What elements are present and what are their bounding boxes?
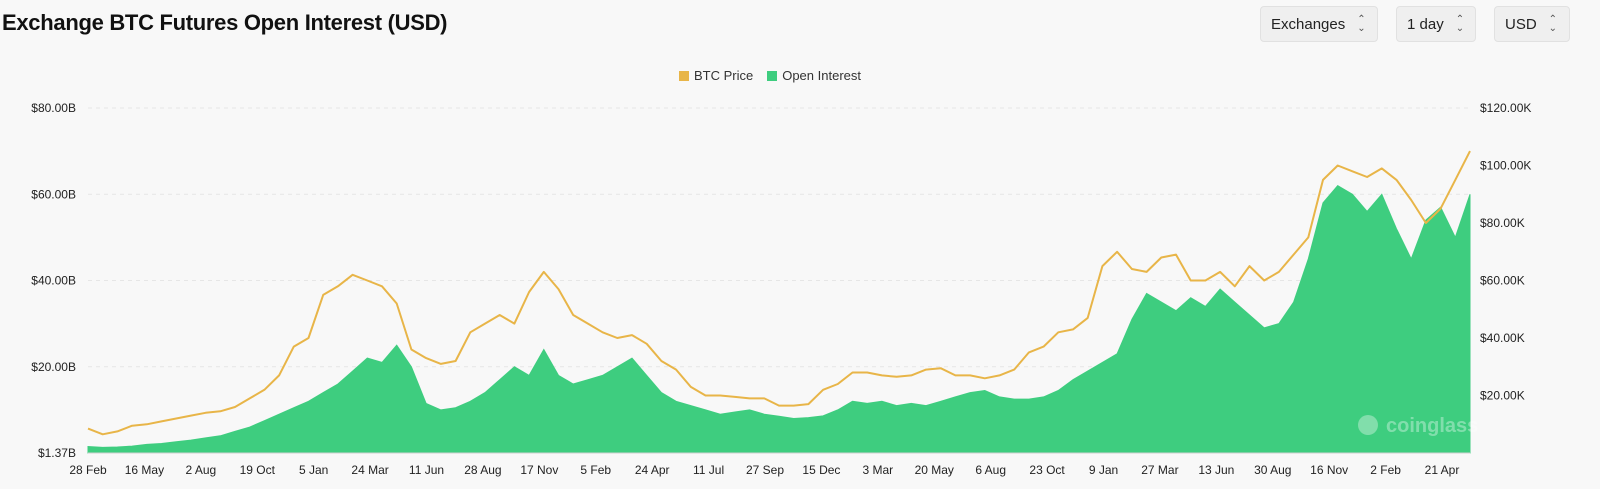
- btc-price-line: [87, 150, 1471, 436]
- x-tick-label: 11 Jun: [409, 463, 444, 477]
- currency-select-label: USD: [1505, 15, 1537, 33]
- legend-swatch-price: [678, 70, 689, 81]
- page-title: Exchange BTC Futures Open Interest (USD): [2, 10, 448, 35]
- x-tick-label: 5 Jan: [299, 463, 328, 477]
- currency-select[interactable]: USD ⌃ ⌄: [1494, 6, 1570, 42]
- y-left-tick-label: $40.00B: [31, 274, 76, 288]
- exchanges-select[interactable]: Exchanges ⌃ ⌄: [1260, 6, 1378, 42]
- open-interest-area: [87, 184, 1471, 454]
- x-tick-label: 16 Nov: [1310, 463, 1348, 477]
- x-tick-label: 24 Apr: [635, 463, 670, 477]
- x-tick-label: 16 May: [125, 463, 164, 477]
- x-tick-label: 28 Feb: [69, 463, 107, 477]
- chevron-up-down-icon: ⌃ ⌄: [1548, 14, 1558, 34]
- x-tick-label: 15 Dec: [802, 463, 840, 477]
- x-tick-label: 13 Jun: [1198, 463, 1234, 477]
- y-left-tick-label: $60.00B: [31, 187, 76, 201]
- y-right-tick-label: $40.00K: [1480, 331, 1525, 345]
- x-tick-label: 19 Oct: [240, 463, 276, 477]
- x-tick-label: 6 Aug: [975, 463, 1006, 477]
- x-tick-label: 23 Oct: [1029, 463, 1065, 477]
- x-tick-label: 3 Mar: [862, 463, 893, 477]
- interval-select-label: 1 day: [1407, 15, 1444, 33]
- legend-item-price[interactable]: BTC Price: [678, 68, 754, 83]
- x-tick-label: 5 Feb: [580, 463, 611, 477]
- chevron-up-down-icon: ⌃ ⌄: [1357, 14, 1366, 34]
- legend-swatch-oi: [767, 70, 778, 81]
- x-tick-label: 2 Aug: [185, 463, 216, 477]
- legend-item-oi[interactable]: Open Interest: [767, 68, 861, 83]
- legend-label-oi: Open Interest: [782, 68, 861, 83]
- x-tick-label: 2 Feb: [1370, 463, 1401, 477]
- y-right-tick-label: $60.00K: [1480, 274, 1525, 288]
- x-tick-label: 30 Aug: [1254, 463, 1291, 477]
- x-tick-label: 9 Jan: [1089, 463, 1118, 477]
- x-tick-label: 17 Nov: [520, 463, 558, 477]
- y-right-tick-label: $80.00K: [1480, 216, 1525, 230]
- exchanges-select-label: Exchanges: [1271, 15, 1346, 33]
- y-right-tick-label: $20.00K: [1480, 389, 1525, 403]
- x-tick-label: 28 Aug: [464, 463, 501, 477]
- x-tick-label: 27 Sep: [746, 463, 784, 477]
- x-tick-label: 24 Mar: [351, 463, 388, 477]
- y-right-tick-label: $100.00K: [1480, 159, 1531, 173]
- chevron-up-down-icon: ⌃ ⌄: [1455, 14, 1465, 34]
- x-tick-label: 21 Apr: [1425, 463, 1460, 477]
- y-left-tick-label: $1.37B: [38, 446, 76, 460]
- x-tick-label: 27 Mar: [1141, 463, 1178, 477]
- y-right-tick-label: $120.00K: [1480, 101, 1531, 115]
- y-left-tick-label: $80.00B: [31, 101, 76, 115]
- watermark-text: coinglass: [1386, 415, 1478, 437]
- interval-select[interactable]: 1 day ⌃ ⌄: [1396, 6, 1476, 42]
- y-left-tick-label: $20.00B: [31, 360, 76, 374]
- legend-label-price: BTC Price: [693, 68, 754, 83]
- x-tick-label: 11 Jul: [693, 463, 724, 477]
- chart-controls: Exchanges ⌃ ⌄ 1 day ⌃ ⌄ USD ⌃ ⌄: [1260, 6, 1570, 42]
- chart-legend: BTC Price Open Interest: [0, 68, 1540, 83]
- x-tick-label: 20 May: [915, 463, 954, 477]
- coinglass-logo-icon: [1358, 415, 1378, 435]
